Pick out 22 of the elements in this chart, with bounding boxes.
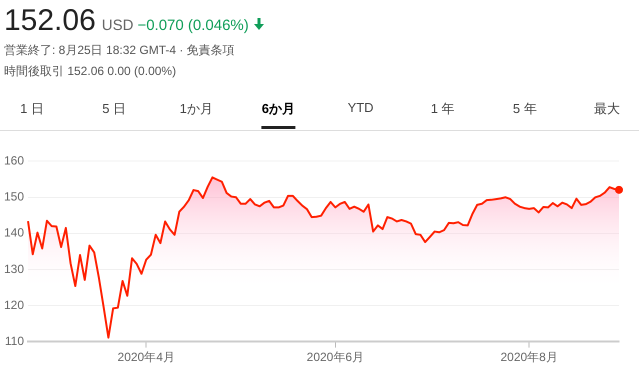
x-tick-label: 2020年6月 bbox=[306, 350, 364, 364]
y-tick-label: 120 bbox=[4, 298, 24, 312]
chart-title: 152.06 bbox=[4, 4, 96, 37]
text: 6か月 bbox=[262, 100, 296, 129]
text: 5 日 bbox=[102, 100, 126, 118]
text: USD bbox=[102, 17, 134, 34]
text: 1か月 bbox=[180, 100, 213, 118]
text: 時間後取引 152.06 0.00 (0.00%) bbox=[4, 63, 176, 80]
y-tick-label: 130 bbox=[4, 262, 24, 276]
y-tick-label: 150 bbox=[4, 190, 24, 204]
x-tick-label: 2020年4月 bbox=[118, 350, 175, 364]
text: 営業終了: 8月25日 18:32 GMT-4 · 免責条項 bbox=[4, 42, 235, 59]
y-tick-label: 160 bbox=[4, 154, 24, 168]
text: 最大 bbox=[594, 100, 620, 118]
text: YTD bbox=[348, 100, 374, 117]
text: −0.070 (0.046%) bbox=[137, 17, 249, 34]
text: 1 年 bbox=[430, 100, 455, 118]
y-tick-label: 110 bbox=[4, 334, 24, 348]
x-tick-label: 2020年8月 bbox=[500, 350, 558, 364]
y-tick-label: 140 bbox=[4, 226, 24, 240]
text: 5 年 bbox=[512, 100, 537, 118]
text: 1 日 bbox=[20, 100, 44, 118]
